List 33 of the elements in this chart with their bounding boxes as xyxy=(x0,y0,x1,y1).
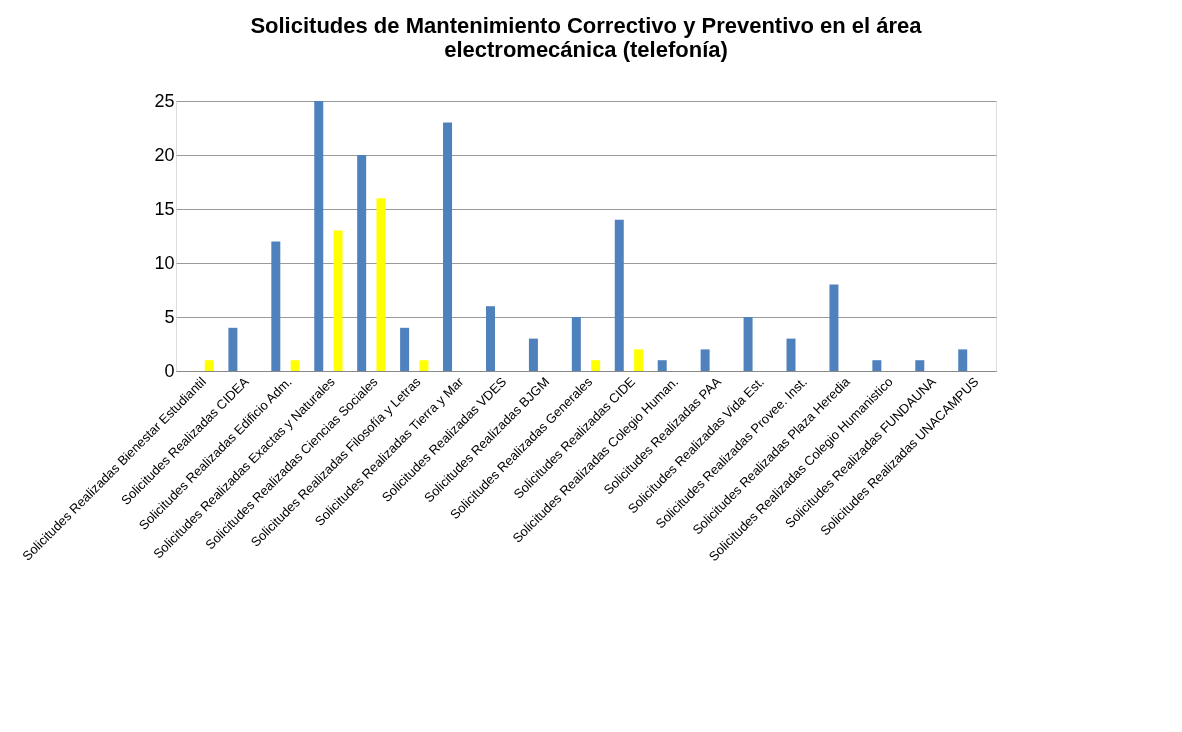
bar xyxy=(700,349,710,371)
bar xyxy=(485,306,495,371)
bar xyxy=(419,360,429,371)
bar xyxy=(333,230,343,371)
bar xyxy=(829,284,839,371)
bar xyxy=(400,327,410,371)
bar xyxy=(657,360,667,371)
y-tick-label: 25 xyxy=(154,90,175,111)
bar xyxy=(357,155,367,371)
bar xyxy=(290,360,300,371)
bar xyxy=(872,360,882,371)
bar xyxy=(528,338,538,371)
bar xyxy=(443,122,453,371)
y-tick-label: 15 xyxy=(154,198,175,219)
bar xyxy=(591,360,601,371)
text: Solicitudes de Mantenimiento Correctivo y Preventivo en el área xyxy=(250,13,922,38)
y-tick-label: 10 xyxy=(154,252,175,273)
bar xyxy=(271,241,281,371)
bar xyxy=(786,338,796,371)
bar xyxy=(571,317,581,371)
bar xyxy=(915,360,925,371)
bar xyxy=(614,219,624,371)
bar xyxy=(958,349,968,371)
bar xyxy=(743,317,753,371)
bar xyxy=(228,327,238,371)
text: electromecánica (telefonía) xyxy=(444,37,728,62)
y-tick-label: 20 xyxy=(154,144,175,165)
y-tick-label: 5 xyxy=(164,306,175,327)
bar xyxy=(314,101,324,371)
bar xyxy=(376,198,386,371)
bar xyxy=(634,349,644,371)
y-tick-label: 0 xyxy=(164,360,175,381)
bar xyxy=(204,360,214,371)
